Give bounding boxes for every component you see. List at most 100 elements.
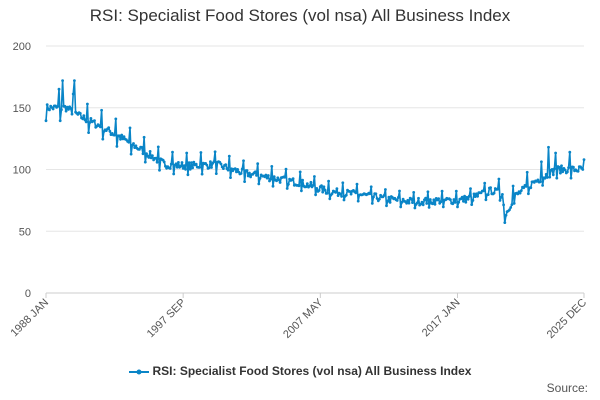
- data-point[interactable]: [483, 181, 487, 185]
- data-point[interactable]: [398, 189, 401, 193]
- data-point[interactable]: [451, 202, 455, 206]
- data-point[interactable]: [576, 169, 580, 173]
- data-point[interactable]: [548, 175, 552, 179]
- data-point[interactable]: [213, 150, 217, 154]
- data-point[interactable]: [271, 184, 275, 188]
- data-point[interactable]: [375, 197, 379, 200]
- data-point[interactable]: [503, 221, 507, 225]
- data-point[interactable]: [486, 193, 490, 197]
- data-point[interactable]: [63, 104, 67, 108]
- data-point[interactable]: [400, 200, 404, 204]
- data-point[interactable]: [342, 198, 346, 202]
- data-point[interactable]: [541, 184, 544, 187]
- data-point[interactable]: [301, 178, 304, 182]
- data-point[interactable]: [177, 161, 180, 164]
- data-point[interactable]: [368, 192, 372, 196]
- data-point[interactable]: [340, 195, 343, 198]
- data-point[interactable]: [476, 194, 479, 198]
- data-point[interactable]: [291, 177, 295, 181]
- data-point[interactable]: [326, 191, 329, 195]
- data-point[interactable]: [127, 140, 131, 144]
- data-point[interactable]: [509, 206, 513, 209]
- data-point[interactable]: [108, 129, 112, 133]
- data-point[interactable]: [297, 184, 301, 188]
- data-point[interactable]: [284, 167, 288, 171]
- data-point[interactable]: [249, 175, 253, 179]
- data-point[interactable]: [56, 105, 60, 108]
- data-point[interactable]: [439, 200, 443, 204]
- data-point[interactable]: [140, 145, 144, 149]
- data-point[interactable]: [504, 213, 508, 217]
- data-point[interactable]: [169, 162, 173, 166]
- data-point[interactable]: [467, 194, 471, 198]
- data-point[interactable]: [525, 170, 529, 174]
- data-point[interactable]: [460, 195, 464, 199]
- data-point[interactable]: [61, 79, 64, 82]
- data-point[interactable]: [205, 163, 209, 167]
- data-point[interactable]: [141, 152, 145, 156]
- data-point[interactable]: [386, 199, 390, 203]
- data-point[interactable]: [114, 117, 118, 121]
- data-point[interactable]: [191, 166, 195, 170]
- data-point[interactable]: [265, 176, 269, 180]
- data-point[interactable]: [519, 189, 523, 193]
- data-point[interactable]: [48, 108, 51, 112]
- data-point[interactable]: [555, 176, 559, 180]
- data-point[interactable]: [210, 166, 213, 169]
- data-point[interactable]: [113, 133, 116, 137]
- data-point[interactable]: [524, 185, 528, 188]
- data-point[interactable]: [257, 182, 261, 186]
- data-point[interactable]: [119, 137, 122, 141]
- data-point[interactable]: [212, 160, 216, 164]
- data-point[interactable]: [536, 178, 540, 182]
- data-point[interactable]: [522, 186, 526, 190]
- data-point[interactable]: [69, 107, 73, 110]
- data-point[interactable]: [449, 198, 452, 202]
- data-point[interactable]: [187, 161, 191, 165]
- data-point[interactable]: [482, 189, 485, 193]
- data-point[interactable]: [300, 189, 303, 193]
- data-point[interactable]: [185, 151, 189, 155]
- data-point[interactable]: [229, 176, 232, 180]
- data-point[interactable]: [440, 189, 444, 193]
- data-point[interactable]: [181, 167, 185, 170]
- data-point[interactable]: [543, 176, 547, 180]
- data-point[interactable]: [200, 172, 204, 176]
- data-point[interactable]: [134, 144, 138, 148]
- data-point[interactable]: [387, 195, 391, 199]
- data-point[interactable]: [143, 160, 147, 164]
- data-point[interactable]: [560, 164, 563, 168]
- data-point[interactable]: [180, 161, 184, 164]
- data-point[interactable]: [424, 196, 427, 200]
- data-point[interactable]: [121, 137, 125, 141]
- data-point[interactable]: [145, 152, 148, 156]
- data-point[interactable]: [328, 197, 332, 201]
- data-point[interactable]: [466, 197, 470, 201]
- data-point[interactable]: [569, 176, 573, 180]
- data-point[interactable]: [561, 170, 565, 174]
- data-point[interactable]: [99, 125, 102, 129]
- data-point[interactable]: [155, 160, 159, 164]
- data-point[interactable]: [559, 171, 562, 175]
- data-point[interactable]: [427, 206, 431, 209]
- data-point[interactable]: [420, 200, 424, 204]
- data-point[interactable]: [308, 184, 312, 188]
- data-point[interactable]: [568, 150, 572, 154]
- data-point[interactable]: [405, 201, 408, 205]
- data-point[interactable]: [499, 195, 503, 199]
- data-point[interactable]: [511, 184, 515, 188]
- data-point[interactable]: [44, 119, 48, 123]
- data-point[interactable]: [239, 172, 243, 175]
- data-point[interactable]: [498, 199, 502, 202]
- data-point[interactable]: [441, 205, 445, 209]
- data-point[interactable]: [472, 192, 476, 196]
- data-point[interactable]: [354, 191, 358, 195]
- data-point[interactable]: [553, 167, 556, 171]
- data-point[interactable]: [496, 187, 500, 191]
- data-point[interactable]: [129, 152, 133, 156]
- data-point[interactable]: [410, 197, 413, 201]
- data-point[interactable]: [199, 151, 203, 154]
- data-point[interactable]: [349, 192, 353, 196]
- data-point[interactable]: [572, 165, 575, 169]
- data-point[interactable]: [388, 201, 392, 204]
